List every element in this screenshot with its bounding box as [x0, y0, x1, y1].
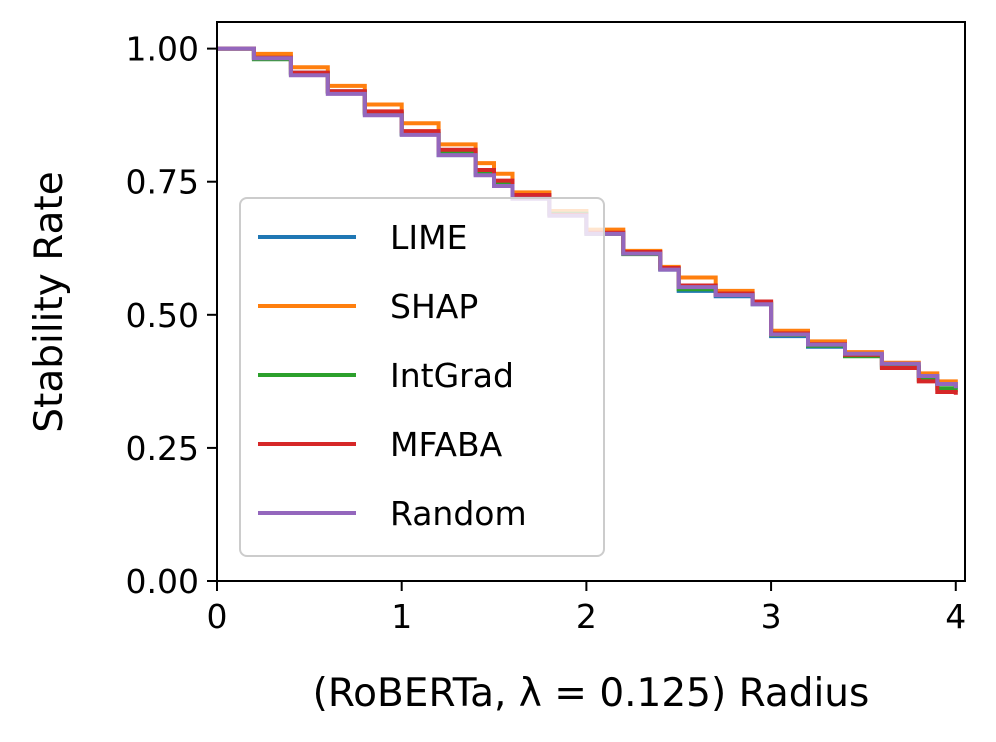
y-tick-label: 0.75 — [126, 163, 199, 202]
x-axis-ticks: 0 1 2 3 4 — [207, 581, 966, 636]
legend-label-intgrad: IntGrad — [390, 356, 514, 395]
plot-frame — [216, 21, 966, 582]
x-tick-label: 1 — [391, 597, 412, 636]
x-tick-label: 0 — [207, 597, 228, 636]
y-tick-label: 0.00 — [126, 562, 199, 601]
legend: LIME SHAP IntGrad MFABA Random — [239, 197, 605, 557]
x-tick-label: 4 — [945, 597, 966, 636]
y-axis-ticks: 0.00 0.25 0.50 0.75 1.00 — [126, 30, 217, 601]
legend-label-lime: LIME — [390, 218, 467, 257]
y-tick-label: 1.00 — [126, 30, 199, 69]
y-tick-label: 0.25 — [126, 429, 199, 468]
legend-label-shap: SHAP — [390, 287, 478, 326]
plot-area — [217, 46, 958, 395]
series-line-random — [217, 46, 958, 389]
x-axis-label: (RoBERTa, λ = 0.125) Radius — [313, 671, 870, 716]
x-tick-label: 3 — [761, 597, 782, 636]
y-tick-label: 0.50 — [126, 296, 199, 335]
legend-label-mfaba: MFABA — [390, 425, 503, 464]
legend-box — [239, 197, 605, 557]
x-tick-label: 2 — [576, 597, 597, 636]
y-axis-label: Stability Rate — [27, 171, 72, 432]
legend-label-random: Random — [390, 494, 527, 533]
